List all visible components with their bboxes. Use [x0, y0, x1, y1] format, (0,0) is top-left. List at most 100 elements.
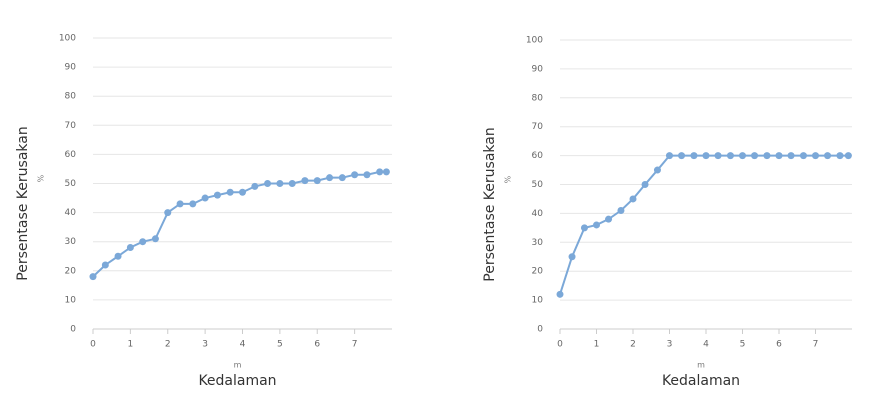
- point: [714, 152, 722, 160]
- point: [678, 152, 686, 160]
- y-tick-label: 0: [70, 325, 76, 335]
- y-tick-label: 40: [65, 208, 77, 218]
- y-tick-label: 90: [532, 64, 544, 74]
- point: [363, 171, 371, 179]
- chart: 0 10 20 30 40 50 60 70 80 90 100 0 1 2 3 4 5 6 7 m Kedalaman…: [482, 36, 852, 389]
- x-tick-label: 6: [314, 340, 320, 350]
- x-tick-label: 0: [90, 340, 96, 350]
- x-tick-label: 1: [594, 340, 600, 350]
- y-tick-label: 80: [65, 92, 77, 102]
- y-tick-label: 30: [532, 238, 544, 248]
- point: [751, 152, 759, 160]
- y-axis-label: Persentase Kerusakan: [15, 126, 31, 280]
- point: [556, 290, 564, 298]
- point: [101, 261, 109, 269]
- y-tick-label: 20: [65, 266, 77, 276]
- point: [189, 200, 197, 208]
- y-tick-label: 70: [532, 122, 544, 132]
- x-unit: m: [234, 361, 242, 370]
- point: [787, 152, 795, 160]
- point: [605, 215, 613, 223]
- point: [812, 152, 819, 160]
- point: [376, 168, 384, 176]
- point: [338, 174, 346, 182]
- x-unit: m: [697, 361, 705, 370]
- point: [151, 235, 159, 243]
- point: [251, 182, 259, 190]
- point: [139, 238, 147, 246]
- point: [201, 194, 209, 202]
- point: [213, 191, 221, 199]
- point: [264, 180, 272, 187]
- point: [114, 252, 122, 260]
- y-unit: %: [37, 174, 46, 182]
- point: [702, 152, 710, 160]
- point: [164, 209, 172, 217]
- point: [351, 171, 359, 179]
- y-tick-label: 50: [65, 179, 77, 189]
- x-tick-label: 2: [165, 340, 171, 350]
- point: [775, 152, 783, 160]
- point: [763, 152, 771, 160]
- y-axis-label: Persentase Kerusakan: [482, 127, 498, 281]
- series-line: [92, 170, 387, 278]
- point: [726, 152, 734, 160]
- point: [226, 188, 234, 196]
- x-axis-label: Kedalaman: [198, 373, 276, 389]
- y-tick-label: 10: [532, 296, 544, 306]
- point: [739, 152, 746, 160]
- point: [836, 152, 844, 160]
- point: [313, 177, 321, 185]
- y-unit: %: [504, 175, 513, 183]
- y-tick-label: 60: [65, 150, 77, 160]
- y-tick-label: 90: [65, 63, 77, 73]
- point: [126, 244, 134, 252]
- chart: 0 10 20 30 40 50 60 70 80 90 100 0 1 2 3 4 5 6 7 m Kedalaman…: [15, 34, 392, 389]
- y-tick-label: 80: [532, 93, 544, 103]
- point: [288, 180, 296, 187]
- point: [799, 152, 807, 160]
- x-tick-label: 3: [667, 340, 673, 350]
- point: [629, 195, 637, 203]
- y-tick-label: 50: [532, 180, 544, 190]
- point: [276, 180, 284, 187]
- point: [844, 152, 852, 160]
- point: [301, 177, 309, 185]
- y-tick-label: 20: [532, 267, 544, 277]
- y-tick-label: 0: [537, 325, 543, 335]
- x-tick-label: 0: [557, 340, 563, 350]
- point: [593, 221, 600, 229]
- point: [824, 152, 832, 160]
- point: [176, 200, 184, 208]
- y-tick-label: 30: [65, 237, 77, 247]
- point: [666, 152, 673, 160]
- point: [568, 253, 576, 261]
- x-axis-label: Kedalaman: [662, 373, 740, 389]
- x-tick-label: 5: [740, 340, 746, 350]
- x-tick-label: 3: [202, 340, 208, 350]
- point: [617, 207, 625, 215]
- x-tick-label: 1: [128, 340, 134, 350]
- x-tick-label: 4: [703, 340, 709, 350]
- x-tick-label: 7: [813, 340, 819, 350]
- x-tick-label: 6: [776, 340, 782, 350]
- point: [580, 224, 588, 232]
- point: [641, 181, 649, 188]
- y-tick-label: 10: [65, 295, 77, 305]
- y-tick-label: 60: [532, 151, 544, 161]
- x-tick-label: 4: [240, 340, 246, 350]
- x-tick-label: 5: [277, 340, 283, 350]
- x-tick-label: 7: [352, 340, 358, 350]
- y-tick-label: 40: [532, 209, 544, 219]
- series-line: [559, 154, 849, 295]
- point: [89, 273, 97, 281]
- point: [239, 188, 246, 196]
- point: [382, 168, 390, 176]
- point: [653, 166, 661, 174]
- y-tick-label: 100: [526, 36, 543, 46]
- y-tick-label: 70: [65, 121, 77, 131]
- point: [690, 152, 698, 160]
- point: [326, 174, 334, 182]
- y-tick-label: 100: [59, 34, 76, 44]
